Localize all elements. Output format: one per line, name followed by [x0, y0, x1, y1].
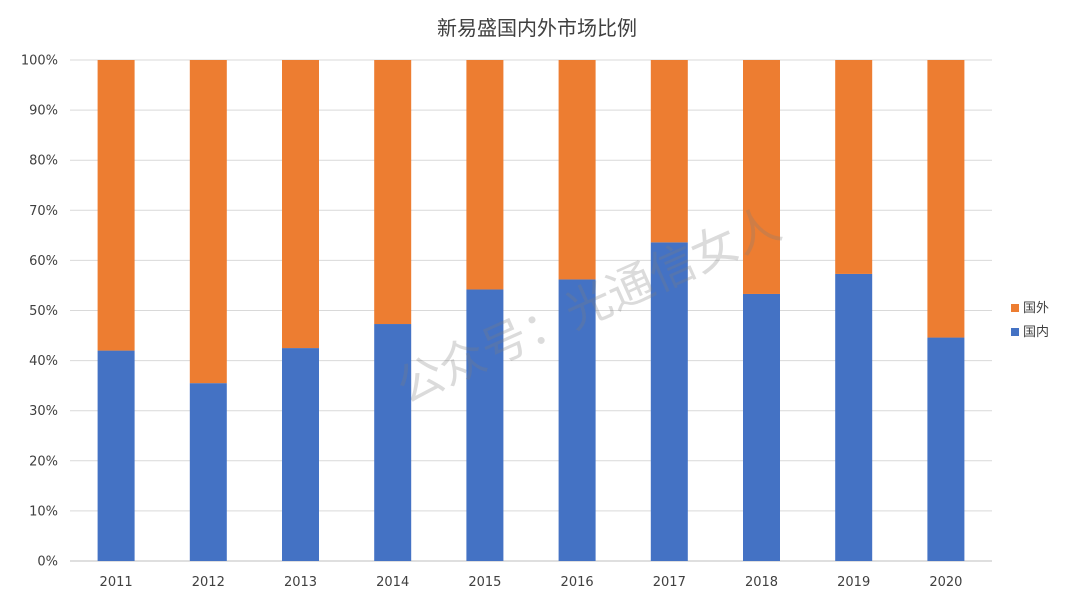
bar-segment [558, 279, 596, 561]
legend-label: 国外 [1023, 301, 1049, 316]
x-tick-label: 2012 [192, 575, 225, 590]
bar-segment [374, 324, 412, 561]
bar-segment [189, 383, 227, 561]
y-tick-label: 60% [29, 254, 58, 269]
legend-swatch [1011, 328, 1019, 336]
x-tick-label: 2014 [376, 575, 409, 590]
bar-segment [743, 60, 780, 294]
legend-swatch [1011, 304, 1019, 312]
bar-segment [650, 242, 688, 561]
y-tick-label: 10% [29, 504, 58, 519]
x-tick-label: 2016 [561, 575, 594, 590]
x-tick-label: 2018 [745, 575, 778, 590]
bar-segment [282, 60, 319, 349]
y-tick-label: 0% [37, 555, 58, 570]
x-tick-label: 2017 [653, 575, 686, 590]
bar-segment [282, 348, 319, 561]
chart-title: 新易盛国内外市场比例 [437, 16, 637, 40]
x-axis-ticks: 2011 2012 2013 2014 2015 2016 2017 2018 2019 2020 [100, 575, 963, 590]
x-tick-label: 2020 [929, 575, 962, 590]
bar-segment [558, 60, 596, 280]
x-tick-label: 2019 [837, 575, 870, 590]
bar-segment [927, 337, 965, 561]
bar-segment [97, 60, 135, 351]
y-tick-label: 100% [21, 54, 58, 69]
x-tick-label: 2015 [468, 575, 501, 590]
y-tick-label: 30% [29, 404, 58, 419]
bar-segment [835, 273, 873, 561]
y-tick-label: 90% [29, 104, 58, 119]
x-tick-label: 2013 [284, 575, 317, 590]
y-tick-label: 70% [29, 204, 58, 219]
legend-label: 国内 [1023, 324, 1049, 340]
bar-segment [466, 60, 504, 290]
y-tick-label: 80% [29, 154, 58, 169]
bar-segment [189, 60, 227, 384]
bar-segment [743, 293, 780, 561]
bar-segment [927, 60, 965, 338]
y-axis-ticks: 0% 10% 20% 30% 40% 50% 60% 70% 80% 90% 100% [21, 54, 58, 570]
bar-segment [466, 289, 504, 561]
y-tick-label: 40% [29, 354, 58, 369]
bar-segment [97, 350, 135, 561]
bar-segment [835, 60, 873, 274]
y-tick-label: 50% [29, 304, 58, 319]
bars [97, 60, 965, 561]
y-tick-label: 20% [29, 454, 58, 469]
bar-segment [374, 60, 412, 325]
bar-segment [650, 60, 688, 243]
x-tick-label: 2011 [100, 575, 133, 590]
